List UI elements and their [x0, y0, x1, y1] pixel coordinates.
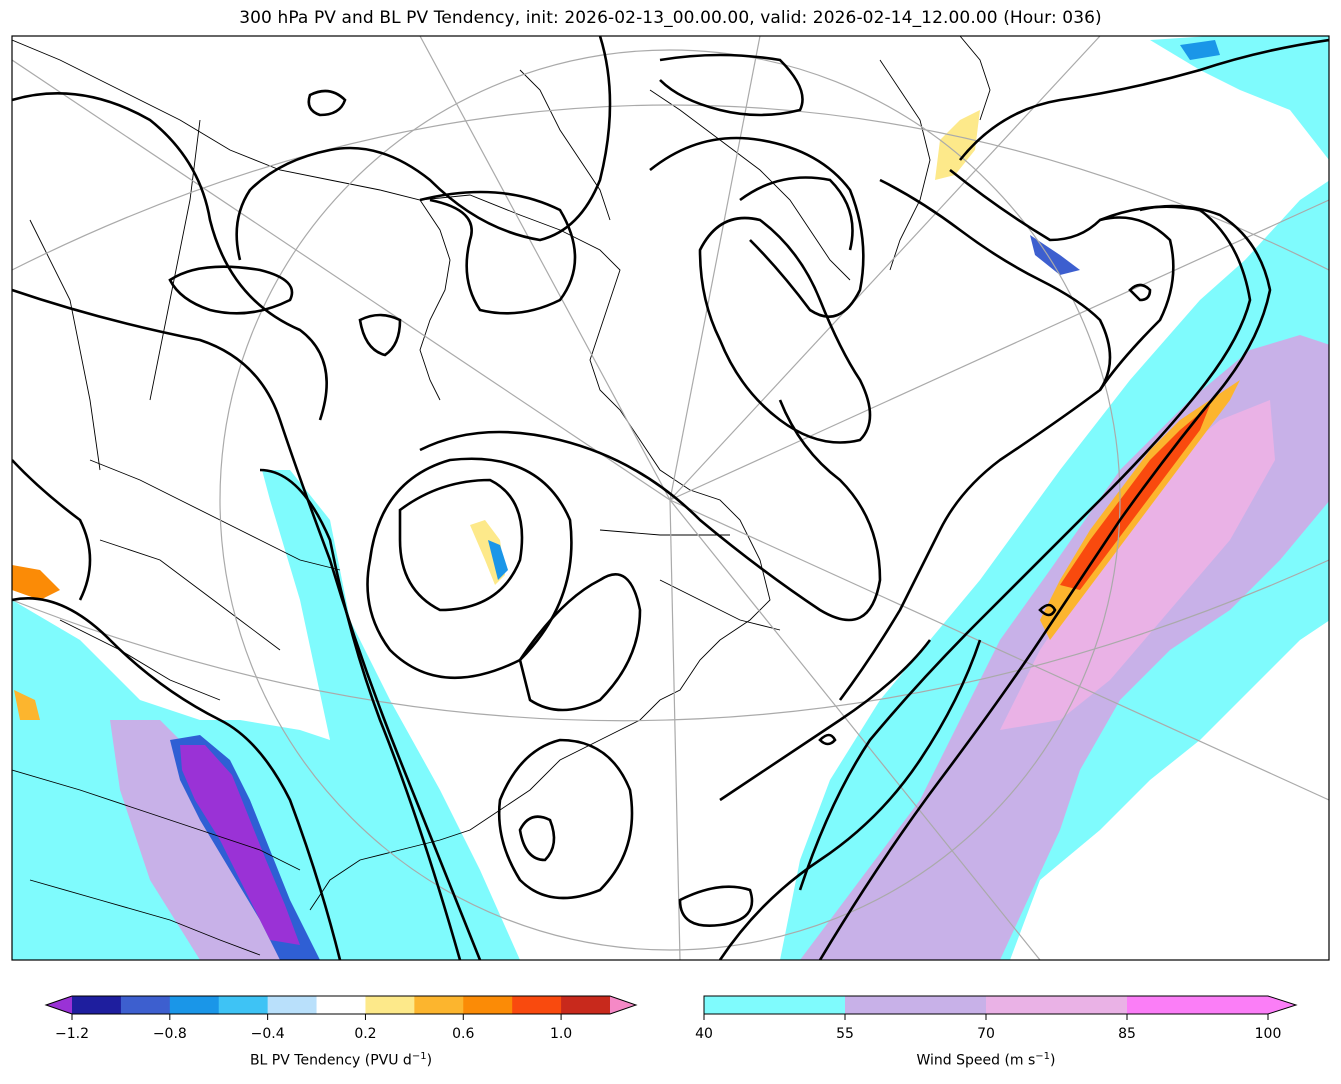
pv-neg-under: [180, 745, 300, 945]
pv-tendency-color-3: [218, 996, 269, 1014]
pv-tendency-color-2: [169, 996, 220, 1014]
pv-tendency-colorbar-over: [610, 996, 636, 1014]
lat-lon-grid: [12, 36, 1329, 960]
wind-atlantic-70: [1000, 400, 1275, 730]
map-panel: [12, 36, 1329, 960]
pv-tendency-colorbar-under: [46, 996, 72, 1014]
pv-tendency-color-9: [512, 996, 562, 1014]
pv-tendency-color-8: [463, 996, 513, 1014]
pv-tendency-tick-label: −1.2: [55, 1026, 89, 1042]
wind-speed-colorbar-label: Wind Speed (m s−1): [916, 1051, 1056, 1069]
pv-tendency-colorbar: [44, 995, 638, 1020]
map-title: 300 hPa PV and BL PV Tendency, init: 202…: [239, 8, 1102, 28]
pv-tendency-color-5: [316, 996, 366, 1014]
map-frame: [11, 35, 1330, 961]
pv-tendency-color-10: [561, 996, 611, 1014]
wind-speed-tick-label: 40: [695, 1026, 713, 1042]
pv-tendency-color-1: [120, 996, 171, 1014]
wind-speed-color-0: [704, 996, 846, 1014]
wind-speed-tick-label: 100: [1254, 1026, 1282, 1042]
pv-contours: [12, 36, 1329, 960]
pv-tendency-tick-label: −0.8: [152, 1026, 187, 1042]
pv-tendency-tick-label: 1.0: [549, 1026, 573, 1042]
pv-tendency-tick-label: 0.2: [354, 1026, 377, 1042]
wind-speed-color-2: [986, 996, 1128, 1014]
wind-speed-tick-label: 70: [977, 1026, 995, 1042]
pv-tendency-color-0: [72, 996, 122, 1014]
pv-tendency-color-6: [365, 996, 415, 1014]
pv-tendency-colorbar-label: BL PV Tendency (PVU d−1): [249, 1051, 433, 1069]
wind-speed-colorbar: [703, 995, 1298, 1020]
pv-tendency-color-4: [267, 996, 318, 1014]
wind-speed-color-3: [1127, 996, 1269, 1014]
pv-tendency-color-7: [414, 996, 464, 1014]
wind-speed-tick-label: 85: [1118, 1026, 1136, 1042]
pv-tendency-tick-label: 0.6: [452, 1026, 475, 1042]
wind-speed-colorbar-over: [1268, 996, 1296, 1014]
wind-speed-color-1: [845, 996, 987, 1014]
wind-atlantic-north-40: [1150, 36, 1329, 160]
pv-tendency-tick-label: −0.4: [250, 1026, 285, 1042]
wind-speed-tick-label: 55: [836, 1026, 854, 1042]
